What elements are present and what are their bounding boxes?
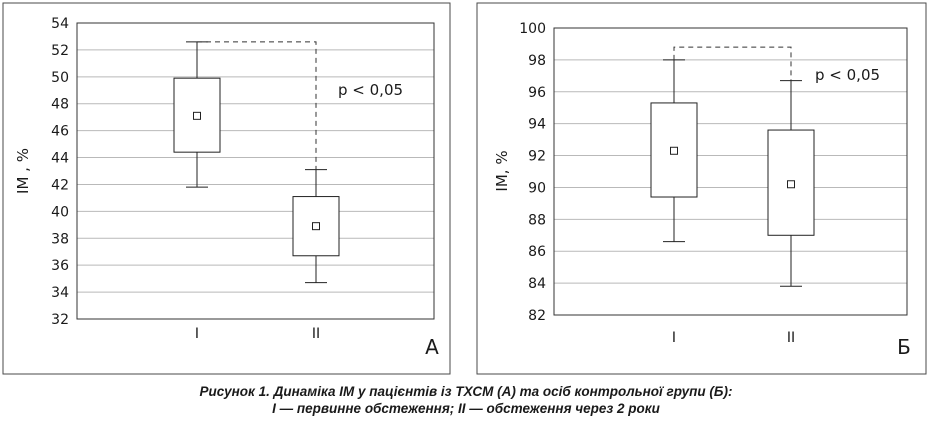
y-tick-label: 40: [51, 204, 69, 220]
y-tick-label: 44: [51, 151, 69, 167]
significance-label: p < 0,05: [338, 81, 403, 99]
y-tick-label: 32: [51, 312, 69, 328]
median-marker: [193, 111, 201, 120]
x-tick-label: І: [195, 326, 199, 342]
median-marker: [787, 180, 795, 189]
y-tick-label: 50: [51, 70, 69, 86]
box-1: [173, 41, 221, 188]
median-marker: [670, 146, 678, 155]
y-tick-label: 52: [51, 43, 69, 59]
y-tick-label: 98: [528, 53, 546, 69]
panel-label: А: [425, 335, 439, 359]
y-tick-label: 90: [528, 180, 546, 196]
significance-label: p < 0,05: [815, 66, 880, 84]
y-tick-label: 88: [528, 212, 546, 228]
figure-caption: Рисунок 1. Динаміка ІМ у пацієнтів із ТХ…: [0, 383, 932, 417]
y-tick-label: 42: [51, 177, 69, 193]
box-2: [292, 169, 340, 284]
box-1: [650, 59, 698, 243]
y-tick-label: 46: [51, 124, 69, 140]
y-tick-label: 38: [51, 231, 69, 247]
caption-line-2: І — первинне обстеження; ІІ — обстеження…: [272, 401, 660, 416]
x-tick-label: ІІ: [312, 326, 320, 342]
box-2: [767, 80, 815, 287]
panel-frame: [476, 2, 927, 375]
y-tick-label: 36: [51, 258, 69, 274]
y-tick-label: 86: [528, 244, 546, 260]
y-tick-label: 34: [51, 285, 69, 301]
y-tick-label: 54: [51, 16, 69, 32]
panel-frame: [2, 2, 451, 375]
plot-area: [76, 22, 435, 320]
y-tick-label: 84: [528, 276, 546, 292]
caption-line-1: Рисунок 1. Динаміка ІМ у пацієнтів із ТХ…: [199, 384, 733, 399]
plot-area: [553, 27, 908, 316]
significance-bracket: [197, 41, 317, 170]
y-axis-label: ІМ, %: [493, 150, 511, 191]
y-tick-label: 96: [528, 85, 546, 101]
y-tick-label: 92: [528, 149, 546, 165]
y-tick-label: 94: [528, 117, 546, 133]
x-tick-label: ІІ: [787, 330, 795, 346]
y-tick-label: 100: [519, 21, 546, 37]
y-tick-label: 82: [528, 308, 546, 324]
x-tick-label: І: [672, 330, 676, 346]
y-axis-label: ІМ , %: [14, 148, 32, 194]
y-tick-label: 48: [51, 97, 69, 113]
significance-bracket: [673, 46, 792, 81]
panel-label: Б: [897, 335, 911, 359]
median-marker: [312, 222, 320, 231]
